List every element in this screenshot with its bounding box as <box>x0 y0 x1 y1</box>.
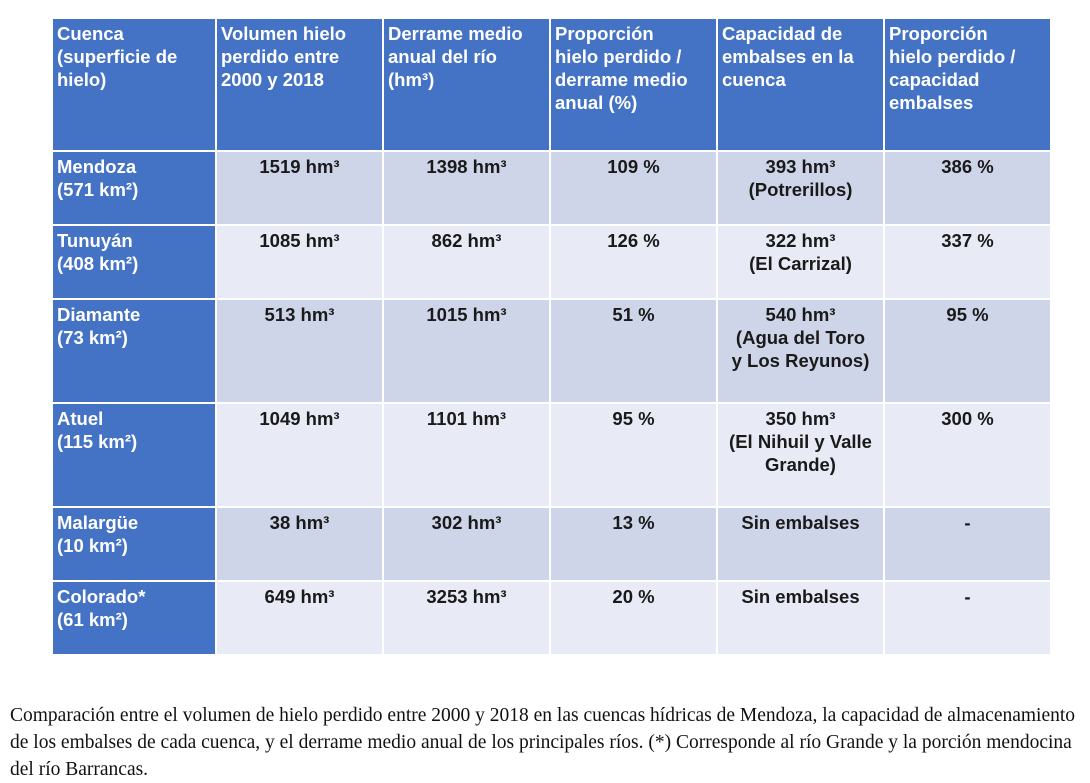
cell-capacity: Sin embalses <box>718 508 883 580</box>
cell-ratio-runoff: 95 % <box>551 404 716 506</box>
cell-ice-lost: 513 hm³ <box>217 300 382 402</box>
cell-capacity: 393 hm³ (Potrerillos) <box>718 152 883 224</box>
header-proporcion-derrame: Proporción hielo perdido / derrame medio… <box>551 19 716 150</box>
table-row-atuel: Atuel (115 km²) 1049 hm³ 1101 hm³ 95 % 3… <box>53 404 1050 506</box>
table-row-malargue: Malargüe (10 km²) 38 hm³ 302 hm³ 13 % Si… <box>53 508 1050 580</box>
cell-ratio-runoff: 13 % <box>551 508 716 580</box>
cell-ratio-capacity: 337 % <box>885 226 1050 298</box>
row-header-tunuyan: Tunuyán (408 km²) <box>53 226 215 298</box>
cell-ratio-capacity: - <box>885 508 1050 580</box>
cell-capacity: 322 hm³ (El Carrizal) <box>718 226 883 298</box>
table-row-tunuyan: Tunuyán (408 km²) 1085 hm³ 862 hm³ 126 %… <box>53 226 1050 298</box>
glacier-loss-table: Cuenca (superficie de hielo) Volumen hie… <box>51 17 1052 656</box>
table-header-row: Cuenca (superficie de hielo) Volumen hie… <box>53 19 1050 150</box>
table-row-mendoza: Mendoza (571 km²) 1519 hm³ 1398 hm³ 109 … <box>53 152 1050 224</box>
cell-ratio-capacity: 95 % <box>885 300 1050 402</box>
header-proporcion-capacidad: Proporción hielo perdido / capacidad emb… <box>885 19 1050 150</box>
cell-ice-lost: 649 hm³ <box>217 582 382 654</box>
table-row-diamante: Diamante (73 km²) 513 hm³ 1015 hm³ 51 % … <box>53 300 1050 402</box>
header-volumen-hielo: Volumen hielo perdido entre 2000 y 2018 <box>217 19 382 150</box>
cell-ratio-runoff: 20 % <box>551 582 716 654</box>
cell-capacity: 540 hm³ (Agua del Toro y Los Reyunos) <box>718 300 883 402</box>
cell-ratio-capacity: 386 % <box>885 152 1050 224</box>
cell-runoff: 862 hm³ <box>384 226 549 298</box>
cell-runoff: 3253 hm³ <box>384 582 549 654</box>
row-header-malargue: Malargüe (10 km²) <box>53 508 215 580</box>
cell-ice-lost: 1085 hm³ <box>217 226 382 298</box>
glacier-table-container: Cuenca (superficie de hielo) Volumen hie… <box>51 17 1050 654</box>
cell-ice-lost: 1049 hm³ <box>217 404 382 506</box>
header-derrame-medio: Derrame medio anual del río (hm³) <box>384 19 549 150</box>
cell-capacity: Sin embalses <box>718 582 883 654</box>
cell-ratio-capacity: 300 % <box>885 404 1050 506</box>
cell-runoff: 1101 hm³ <box>384 404 549 506</box>
row-header-mendoza: Mendoza (571 km²) <box>53 152 215 224</box>
row-header-diamante: Diamante (73 km²) <box>53 300 215 402</box>
table-row-colorado: Colorado* (61 km²) 649 hm³ 3253 hm³ 20 %… <box>53 582 1050 654</box>
cell-runoff: 1015 hm³ <box>384 300 549 402</box>
cell-ice-lost: 38 hm³ <box>217 508 382 580</box>
cell-ratio-runoff: 126 % <box>551 226 716 298</box>
row-header-atuel: Atuel (115 km²) <box>53 404 215 506</box>
cell-runoff: 302 hm³ <box>384 508 549 580</box>
cell-capacity: 350 hm³ (El Nihuil y Valle Grande) <box>718 404 883 506</box>
header-capacidad-embalses: Capacidad de embalses en la cuenca <box>718 19 883 150</box>
header-cuenca: Cuenca (superficie de hielo) <box>53 19 215 150</box>
table-caption: Comparación entre el volumen de hielo pe… <box>10 704 1076 780</box>
cell-ice-lost: 1519 hm³ <box>217 152 382 224</box>
cell-runoff: 1398 hm³ <box>384 152 549 224</box>
row-header-colorado: Colorado* (61 km²) <box>53 582 215 654</box>
cell-ratio-runoff: 51 % <box>551 300 716 402</box>
cell-ratio-runoff: 109 % <box>551 152 716 224</box>
cell-ratio-capacity: - <box>885 582 1050 654</box>
